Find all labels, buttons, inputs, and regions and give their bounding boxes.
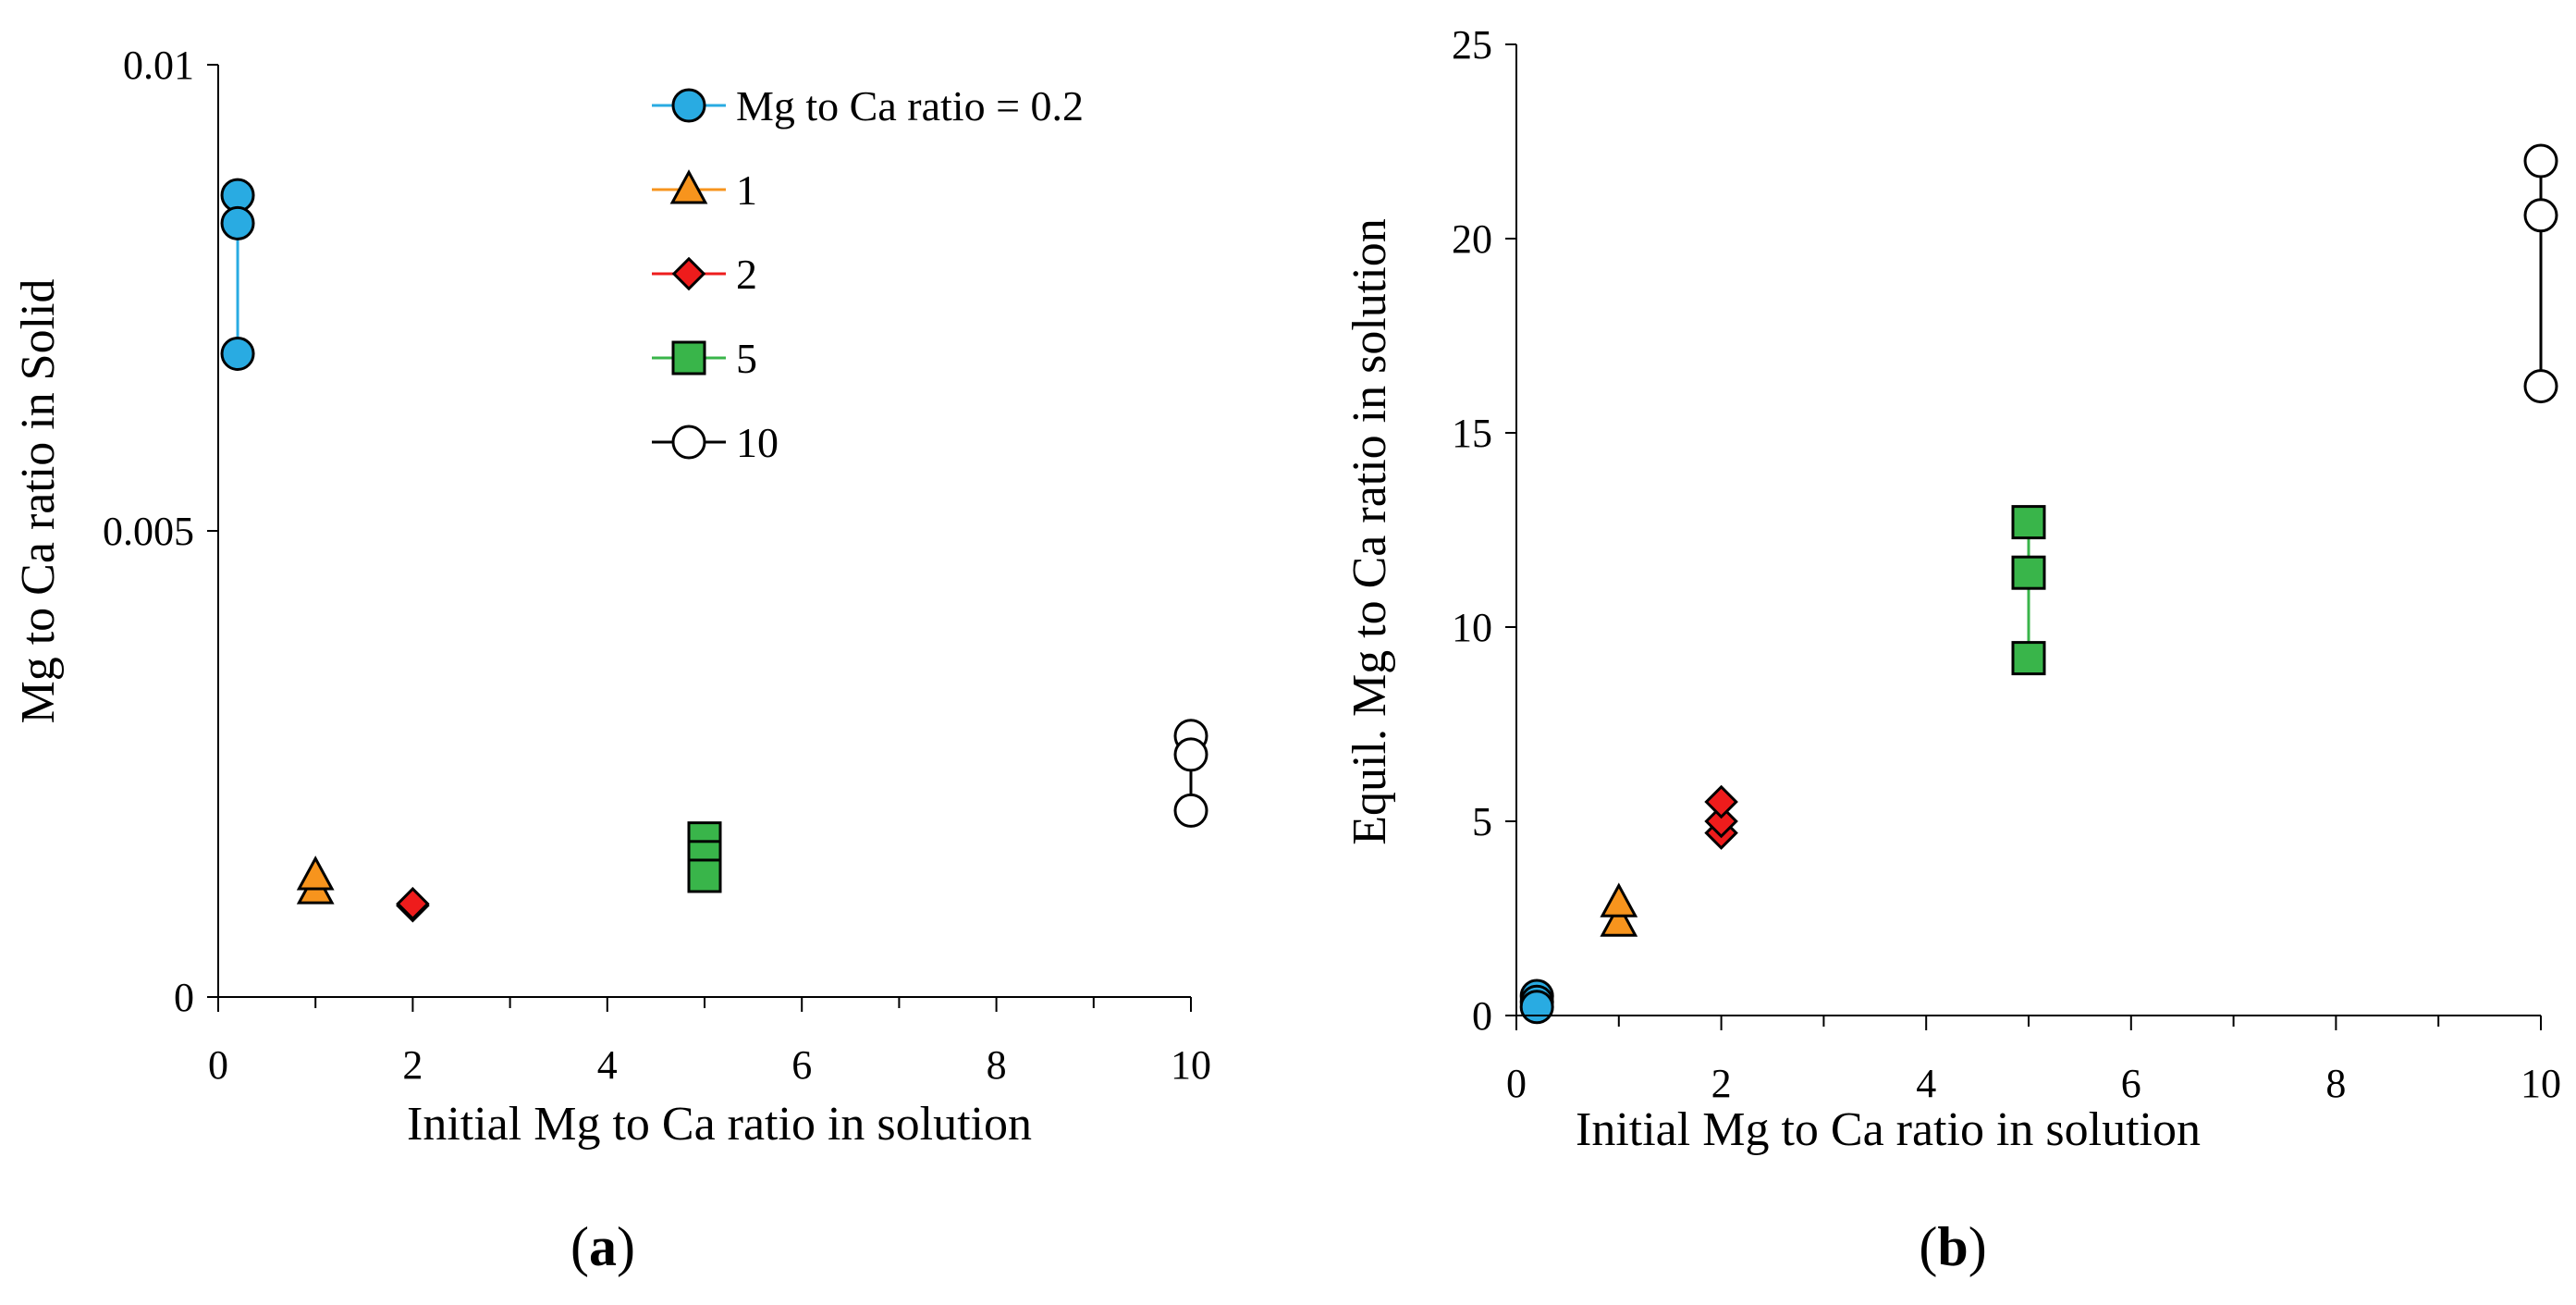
panel-b-y-tick-label: 5 (1472, 799, 1492, 844)
legend-marker (671, 340, 706, 375)
panel-b-axes (1505, 43, 2542, 1030)
panel-b-data-point (2523, 198, 2558, 233)
panel-b-x-tick-label: 4 (1916, 1061, 1936, 1106)
panel-b-data-point (1704, 784, 1738, 819)
panel-b: 0 2 4 6 8 10 0 5 10 15 20 25 Initial Mg to Ca ratio… (1343, 22, 2561, 1277)
legend-marker (671, 425, 706, 460)
legend-label: 1 (736, 166, 757, 214)
panel-a-data-point (296, 856, 335, 891)
panel-b-series (1519, 143, 2558, 1025)
panel-b-data-point (2011, 555, 2046, 590)
panel-a-data-point (687, 858, 722, 893)
panel-a-data-point (396, 886, 430, 921)
panel-b-y-tick-label: 10 (1452, 605, 1492, 650)
panel-b-data-point (2523, 369, 2558, 404)
panel-b-data-point (2011, 505, 2046, 540)
panel-a-tick-labels: 0 2 4 6 8 10 0 0.005 0.01 (103, 43, 1211, 1088)
panel-a-x-tick-label: 8 (987, 1042, 1007, 1088)
panel-a-y-tick-label: 0 (174, 975, 194, 1020)
legend-marker (671, 88, 706, 123)
panel-b-x-tick-label: 8 (2325, 1061, 2346, 1106)
panel-a-y-tick-label: 0.005 (103, 509, 194, 554)
panel-b-caption-letter: b (1937, 1216, 1968, 1277)
panel-b-x-tick-label: 0 (1506, 1061, 1527, 1106)
panel-a-caption: (a) (570, 1216, 635, 1277)
panel-b-x-tick-label: 10 (2521, 1061, 2561, 1106)
panel-a-x-tick-label: 2 (402, 1042, 423, 1088)
panel-b-data-point (1704, 804, 1738, 839)
panel-a-series (220, 178, 1208, 923)
panel-a-data-point (1173, 737, 1208, 772)
panel-b-y-tick-label: 20 (1452, 216, 1492, 262)
panel-b-x-axis-label: Initial Mg to Ca ratio in solution (1576, 1103, 2201, 1156)
panel-b-y-tick-label: 15 (1452, 411, 1492, 456)
panel-b-x-tick-label: 2 (1711, 1061, 1732, 1106)
panel-b-y-tick-label: 0 (1472, 993, 1492, 1039)
panel-a-axes (207, 64, 1192, 1012)
panel-a-caption-letter: a (589, 1216, 617, 1277)
panel-b-data-point (1600, 902, 1638, 937)
panel-a-data-point (220, 336, 255, 371)
legend-label: Mg to Ca ratio = 0.2 (736, 82, 1084, 129)
panel-b-data-point (1600, 882, 1638, 917)
legend-label: 10 (736, 419, 779, 466)
panel-b-data-point (1519, 990, 1554, 1025)
legend-marker (671, 256, 706, 291)
panel-a-x-tick-label: 10 (1171, 1042, 1211, 1088)
panel-b-data-point (2011, 641, 2046, 676)
panel-a-y-tick-label: 0.01 (123, 43, 194, 88)
panel-a-x-tick-label: 6 (791, 1042, 812, 1088)
legend: Mg to Ca ratio = 0.2 1 2 5 10 (652, 82, 1084, 466)
panel-a-data-point (220, 205, 255, 240)
panel-a-x-tick-label: 0 (208, 1042, 228, 1088)
panel-b-y-tick-label: 25 (1452, 22, 1492, 68)
panel-a-y-axis-label: Mg to Ca ratio in Solid (12, 279, 65, 724)
panel-b-x-tick-label: 6 (2121, 1061, 2141, 1106)
panel-a-data-point (1173, 793, 1208, 828)
panel-a: 0 2 4 6 8 10 0 0.005 0.01 Initial Mg to Ca ratio… (12, 43, 1211, 1277)
panel-b-caption: (b) (1919, 1216, 1986, 1277)
legend-label: 5 (736, 335, 757, 382)
legend-label: 2 (736, 251, 757, 298)
panel-a-x-axis-label: Initial Mg to Ca ratio in solution (407, 1098, 1032, 1151)
panel-a-x-tick-label: 4 (597, 1042, 618, 1088)
panel-b-data-point (2523, 143, 2558, 179)
legend-marker (669, 169, 708, 204)
panel-b-y-axis-label: Equil. Mg to Ca ratio in solution (1343, 218, 1396, 844)
panel-b-tick-labels: 0 2 4 6 8 10 0 5 10 15 20 25 (1452, 22, 2561, 1106)
